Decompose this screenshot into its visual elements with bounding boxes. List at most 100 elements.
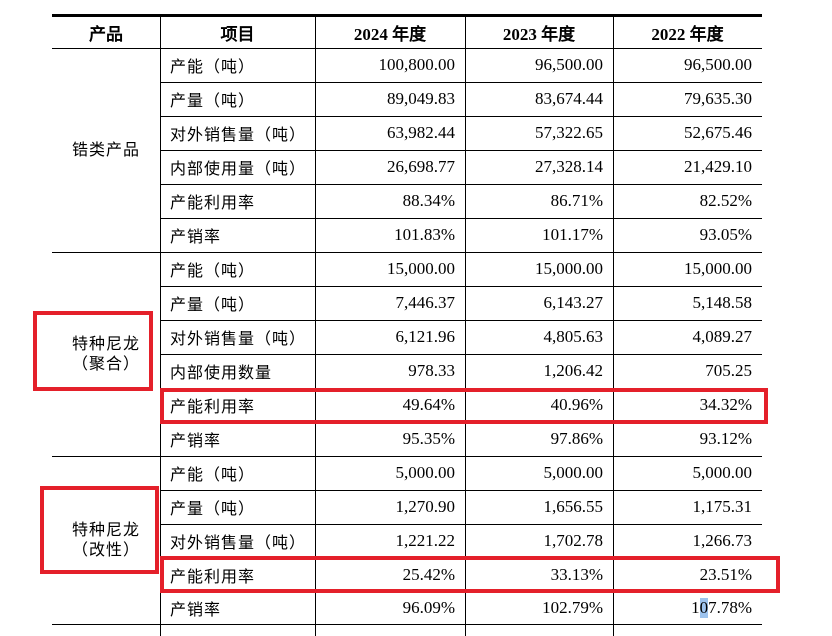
cell-2024: 63,982.44 (387, 123, 455, 142)
cell-2024: 5,000.00 (395, 463, 456, 482)
row-divider (160, 184, 762, 185)
row-item-label: 内部使用数量 (170, 363, 273, 382)
cell-2022: 34.32% (699, 395, 752, 414)
col-divider (160, 16, 161, 636)
col-divider (315, 16, 316, 636)
header-product: 产品 (89, 24, 123, 44)
row-item-label: 对外销售量（吨） (170, 125, 307, 144)
header-2024: 2024 年度 (353, 24, 427, 44)
cell-2024: 89,049.83 (387, 89, 455, 108)
cell-2024: 88.34% (402, 191, 455, 210)
row-item-label: 产量（吨） (170, 91, 256, 110)
cell-2022: 93.05% (699, 225, 752, 244)
row-item-label: 产销率 (170, 431, 222, 450)
cell-2024: 95.35% (402, 429, 455, 448)
cell-2022: 23.51% (699, 565, 752, 584)
row-divider (160, 320, 762, 321)
cell-2023: 4,805.63 (543, 327, 604, 346)
cell-2023: 57,322.65 (535, 123, 603, 142)
cell-2022: 21,429.10 (684, 157, 752, 176)
header-item: 项目 (220, 24, 255, 44)
row-item-label: 对外销售量（吨） (170, 533, 307, 552)
group-divider (52, 456, 762, 457)
cell-2023: 1,702.78 (543, 531, 604, 550)
cell-2022: 15,000.00 (684, 259, 752, 278)
product-zirconium: 锆类产品 (52, 48, 160, 252)
cell-text-after: 7.78% (708, 598, 752, 617)
cell-2022: 5,000.00 (692, 463, 753, 482)
cell-2023: 96,500.00 (535, 55, 603, 74)
table-top-rule (52, 14, 762, 17)
cell-2022: 1,175.31 (692, 497, 753, 516)
cell-2023: 97.86% (550, 429, 603, 448)
row-item-label: 产能（吨） (170, 57, 256, 76)
cell-2023: 15,000.00 (535, 259, 603, 278)
product-nylon-modified: 特种尼龙 （改性） (52, 456, 160, 624)
cell-2023: 86.71% (550, 191, 603, 210)
col-divider (465, 16, 466, 636)
cell-2023: 40.96% (550, 395, 603, 414)
cell-2024: 96.09% (402, 598, 455, 617)
cell-2024: 1,270.90 (395, 497, 456, 516)
row-divider (160, 150, 762, 151)
row-divider (160, 354, 762, 355)
cell-2024: 26,698.77 (387, 157, 455, 176)
cell-2023: 101.17% (542, 225, 603, 244)
row-item-label: 产能利用率 (170, 397, 256, 416)
cell-2024: 15,000.00 (387, 259, 455, 278)
product-subtype: （改性） (71, 540, 140, 559)
cell-2024: 25.42% (402, 565, 455, 584)
cell-2022: 1,266.73 (692, 531, 753, 550)
cell-2024: 100,800.00 (378, 55, 456, 74)
text-selection-highlight[interactable]: 0 (699, 598, 709, 618)
cell-2023: 27,328.14 (535, 157, 603, 176)
cell-2023: 83,674.44 (535, 89, 603, 108)
product-name: 特种尼龙 (71, 520, 140, 539)
header-divider (52, 48, 762, 49)
row-item-label: 产量（吨） (170, 499, 256, 518)
row-divider (160, 218, 762, 219)
cell-2024: 49.64% (402, 395, 455, 414)
group-divider (52, 252, 762, 253)
cell-2023: 1,206.42 (543, 361, 604, 380)
cell-2023: 33.13% (550, 565, 603, 584)
product-subtype: （聚合） (71, 354, 140, 373)
cell-2022: 52,675.46 (684, 123, 752, 142)
row-item-label: 产销率 (170, 600, 222, 619)
cell-2024: 101.83% (394, 225, 455, 244)
product-nylon-polymerization: 特种尼龙 （聚合） (52, 252, 160, 456)
cell-2022: 4,089.27 (692, 327, 753, 346)
row-item-label: 产销率 (170, 227, 222, 246)
row-item-label: 对外销售量（吨） (170, 329, 307, 348)
cell-2022: 79,635.30 (684, 89, 752, 108)
cell-2022-selected[interactable]: 1 0 7.78% (613, 592, 762, 624)
row-divider (160, 82, 762, 83)
cell-text-before: 1 (691, 598, 700, 617)
row-divider (160, 286, 762, 287)
col-divider (613, 16, 614, 636)
product-name: 锆类产品 (71, 140, 140, 159)
cell-2024: 1,221.22 (395, 531, 456, 550)
cell-2023: 5,000.00 (543, 463, 604, 482)
row-item-label: 产能（吨） (170, 261, 256, 280)
group-divider (52, 624, 762, 625)
cell-2022: 96,500.00 (684, 55, 752, 74)
row-item-label: 产能利用率 (170, 567, 256, 586)
row-divider (160, 490, 762, 491)
product-name: 特种尼龙 (71, 334, 140, 353)
cell-2024: 978.33 (408, 361, 455, 380)
header-2022: 2022 年度 (651, 24, 724, 44)
cell-2024: 6,121.96 (395, 327, 456, 346)
cell-2022: 82.52% (699, 191, 752, 210)
row-item-label: 内部使用量（吨） (170, 159, 307, 178)
row-item-label: 产能（吨） (170, 465, 256, 484)
cell-2023: 1,656.55 (543, 497, 604, 516)
row-divider (160, 116, 762, 117)
cell-2022: 5,148.58 (692, 293, 753, 312)
row-item-label: 产能利用率 (170, 193, 256, 212)
row-divider (160, 524, 762, 525)
cell-2023: 102.79% (542, 598, 603, 617)
header-2023: 2023 年度 (502, 24, 576, 44)
cell-2022: 705.25 (705, 361, 752, 380)
cell-2024: 7,446.37 (395, 293, 456, 312)
